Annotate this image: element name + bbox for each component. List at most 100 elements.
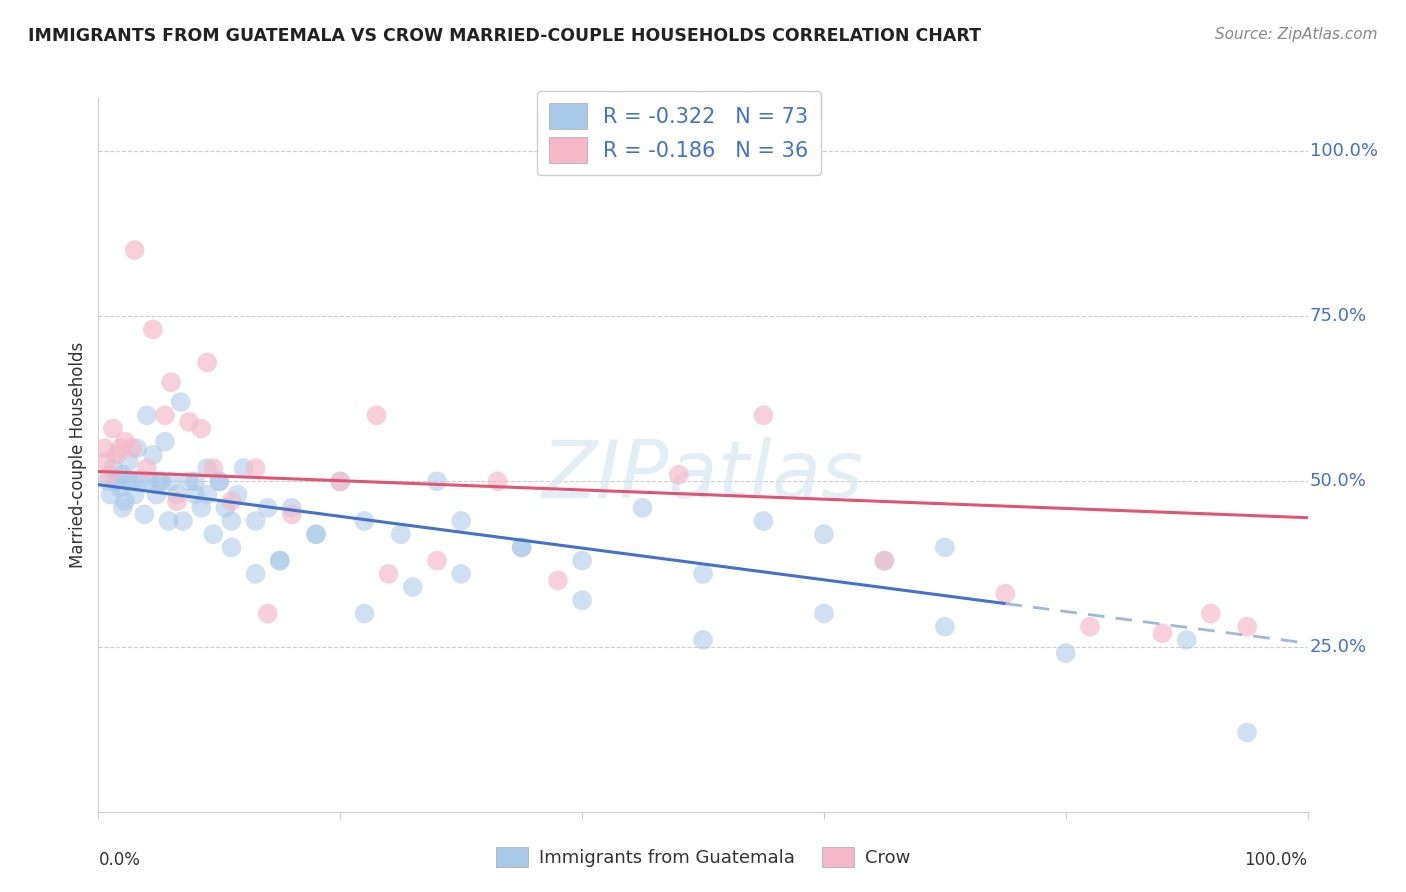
Point (934, 541, 956, 555)
Point (101, 461, 124, 475)
Point (150, 475, 173, 489)
Point (111, 500, 134, 515)
Point (245, 566, 267, 581)
Point (256, 607, 278, 621)
Point (426, 554, 449, 568)
Point (389, 527, 412, 541)
Point (402, 580, 425, 594)
Text: ZIPatlas: ZIPatlas (541, 437, 865, 516)
Point (135, 409, 157, 423)
Point (752, 409, 775, 423)
Point (256, 500, 278, 515)
Point (329, 475, 352, 489)
Point (101, 421, 124, 435)
Point (124, 243, 146, 257)
Point (450, 566, 472, 581)
Point (221, 514, 243, 528)
Point (281, 500, 304, 515)
Point (153, 409, 176, 423)
Legend: Immigrants from Guatemala, Crow: Immigrants from Guatemala, Crow (495, 847, 911, 867)
Point (153, 434, 176, 449)
Point (118, 454, 141, 468)
Point (142, 322, 165, 336)
Point (994, 587, 1017, 601)
Point (202, 527, 225, 541)
Point (571, 593, 593, 607)
Point (1152, 626, 1174, 640)
Point (353, 514, 375, 528)
Text: 25.0%: 25.0% (1310, 638, 1367, 656)
Point (510, 541, 533, 555)
Point (668, 467, 690, 482)
Point (157, 514, 180, 528)
Point (177, 475, 201, 489)
Point (114, 434, 136, 449)
Text: 100.0%: 100.0% (1244, 851, 1308, 869)
Point (129, 475, 152, 489)
Text: IMMIGRANTS FROM GUATEMALA VS CROW MARRIED-COUPLE HOUSEHOLDS CORRELATION CHART: IMMIGRANTS FROM GUATEMALA VS CROW MARRIE… (28, 27, 981, 45)
Point (281, 508, 304, 522)
Point (114, 494, 136, 508)
Point (190, 500, 212, 515)
Point (121, 475, 143, 489)
Point (245, 461, 267, 475)
Point (208, 475, 231, 489)
Point (177, 415, 201, 429)
Text: 100.0%: 100.0% (1310, 142, 1378, 160)
Point (166, 487, 188, 501)
Point (1078, 620, 1101, 634)
Point (269, 554, 291, 568)
Point (184, 475, 207, 489)
Point (1175, 632, 1198, 647)
Point (105, 448, 128, 462)
Text: Source: ZipAtlas.com: Source: ZipAtlas.com (1215, 27, 1378, 42)
Point (160, 475, 183, 489)
Point (111, 467, 134, 482)
Point (108, 442, 131, 456)
Point (692, 632, 714, 647)
Point (377, 566, 399, 581)
Point (305, 527, 328, 541)
Point (134, 508, 156, 522)
Point (202, 461, 225, 475)
Point (98, 467, 121, 482)
Point (93, 442, 115, 456)
Point (142, 448, 165, 462)
Point (353, 607, 375, 621)
Point (232, 461, 254, 475)
Point (127, 442, 149, 456)
Point (124, 487, 146, 501)
Point (184, 487, 207, 501)
Point (145, 487, 167, 501)
Text: 75.0%: 75.0% (1310, 307, 1367, 326)
Point (873, 554, 896, 568)
Point (366, 409, 388, 423)
Point (1054, 646, 1077, 660)
Point (138, 475, 160, 489)
Point (97, 475, 120, 489)
Point (631, 500, 654, 515)
Point (571, 554, 593, 568)
Point (486, 475, 509, 489)
Point (148, 475, 170, 489)
Point (245, 514, 267, 528)
Point (195, 355, 218, 369)
Point (208, 475, 231, 489)
Point (510, 541, 533, 555)
Point (160, 376, 183, 390)
Point (450, 514, 472, 528)
Point (305, 527, 328, 541)
Point (752, 514, 775, 528)
Point (813, 607, 835, 621)
Point (813, 527, 835, 541)
Point (934, 620, 956, 634)
Point (118, 475, 141, 489)
Point (1236, 620, 1258, 634)
Point (1236, 725, 1258, 739)
Point (873, 554, 896, 568)
Point (329, 475, 352, 489)
Point (221, 494, 243, 508)
Point (100, 487, 122, 501)
Point (221, 541, 243, 555)
Point (169, 395, 191, 409)
